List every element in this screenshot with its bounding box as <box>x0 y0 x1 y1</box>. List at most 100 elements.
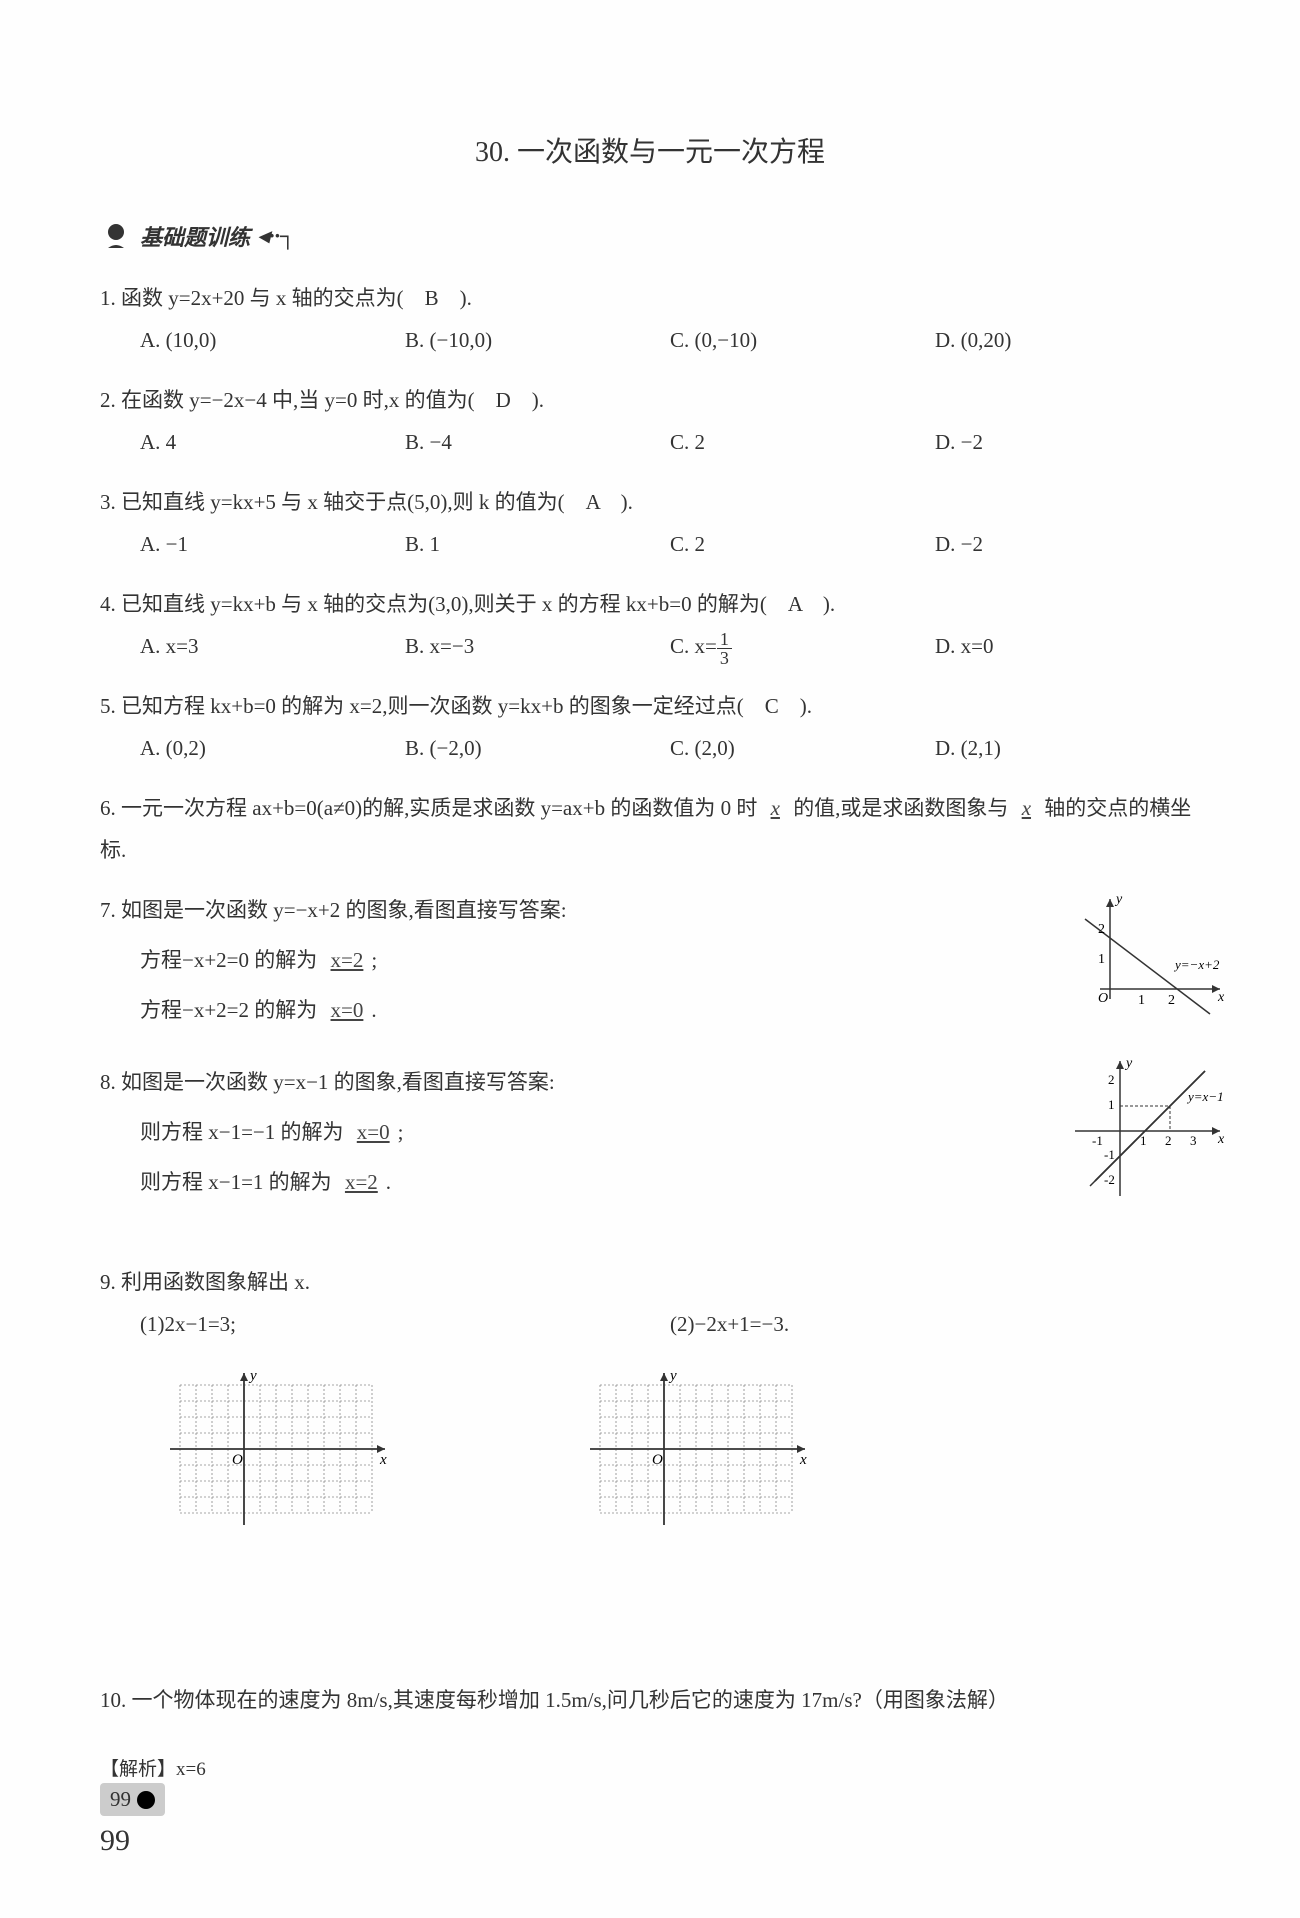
question-text: 5. 已知方程 kx+b=0 的解为 x=2,则一次函数 y=kx+b 的图象一… <box>100 685 1200 727</box>
question-text: 1. 函数 y=2x+20 与 x 轴的交点为( B ). <box>100 277 1200 319</box>
question-10: 10. 一个物体现在的速度为 8m/s,其速度每秒增加 1.5m/s,问几秒后它… <box>100 1679 1200 1789</box>
sub-answer: x=2 <box>323 948 372 972</box>
analysis: 【解析】x=6 <box>100 1751 1200 1789</box>
question-2: 2. 在函数 y=−2x−4 中,当 y=0 时,x 的值为( D ). A. … <box>100 379 1200 463</box>
svg-text:1: 1 <box>1098 952 1105 967</box>
sub-answer: x=2 <box>337 1170 386 1194</box>
analysis-label: 【解析】 <box>100 1759 176 1780</box>
options-row: A. x=3 B. x=−3 C. x=13 D. x=0 <box>100 625 1200 667</box>
q6-part1: 6. 一元一次方程 ax+b=0(a≠0)的解,实质是求函数 y=ax+b 的函… <box>100 796 757 820</box>
svg-text:2: 2 <box>1098 922 1105 937</box>
svg-text:2: 2 <box>1168 993 1175 1008</box>
section-header-text: 基础题训练 <box>140 220 250 252</box>
question-text: 3. 已知直线 y=kx+5 与 x 轴交于点(5,0),则 k 的值为( A … <box>100 481 1200 523</box>
options-row: A. 4 B. −4 C. 2 D. −2 <box>100 421 1200 463</box>
svg-text:2: 2 <box>1108 1072 1115 1087</box>
q7-sub1: 方程−x+2=0 的解为 x=2; <box>100 939 1200 981</box>
option-c: C. x=13 <box>670 625 935 667</box>
option-c: C. (2,0) <box>670 727 935 769</box>
option-c: C. 2 <box>670 523 935 565</box>
option-a: A. x=3 <box>140 625 405 667</box>
svg-text:-2: -2 <box>1104 1172 1115 1187</box>
page-title: 30. 一次函数与一元一次方程 <box>100 130 1200 170</box>
q7-graph: O 1 2 1 2 x y y=−x+2 <box>1080 889 1230 1033</box>
question-1: 1. 函数 y=2x+20 与 x 轴的交点为( B ). A. (10,0) … <box>100 277 1200 361</box>
svg-text:y=−x+2: y=−x+2 <box>1173 957 1220 972</box>
svg-text:y: y <box>1114 892 1123 907</box>
q9-grid1: O x y <box>160 1365 400 1559</box>
option-a: A. −1 <box>140 523 405 565</box>
svg-text:x: x <box>1217 990 1225 1005</box>
option-a: A. (0,2) <box>140 727 405 769</box>
q9-sub2-label: (2)−2x+1=−3. <box>670 1303 1200 1345</box>
section-header: 基础题训练 ◂··┐ <box>100 220 1200 252</box>
question-text: 4. 已知直线 y=kx+b 与 x 轴的交点为(3,0),则关于 x 的方程 … <box>100 583 1200 625</box>
sub-answer: x=0 <box>323 998 372 1022</box>
svg-text:3: 3 <box>1190 1133 1197 1148</box>
option-b: B. (−2,0) <box>405 727 670 769</box>
q8-graph: -1 1 2 3 1 2 -1 -2 x y y=x−1 <box>1070 1051 1230 1215</box>
sub-answer: x=0 <box>349 1120 398 1144</box>
option-a: A. 4 <box>140 421 405 463</box>
option-c: C. 2 <box>670 421 935 463</box>
page-number: 99 99 <box>100 1783 165 1858</box>
option-d: D. −2 <box>935 523 1200 565</box>
question-text: 2. 在函数 y=−2x−4 中,当 y=0 时,x 的值为( D ). <box>100 379 1200 421</box>
q9-sub1-label: (1)2x−1=3; <box>140 1303 670 1345</box>
svg-text:x: x <box>799 1452 807 1468</box>
option-b: B. (−10,0) <box>405 319 670 361</box>
svg-text:x: x <box>1217 1132 1225 1147</box>
svg-text:-1: -1 <box>1104 1147 1115 1162</box>
q6-blank2: x <box>1014 796 1039 820</box>
cartoon-head-icon <box>100 220 132 252</box>
svg-text:1: 1 <box>1108 1097 1115 1112</box>
denominator: 3 <box>717 649 732 667</box>
option-c-prefix: C. x= <box>670 634 717 658</box>
options-row: A. (10,0) B. (−10,0) C. (0,−10) D. (0,20… <box>100 319 1200 361</box>
sub-prefix: 则方程 x−1=−1 的解为 <box>140 1120 344 1144</box>
svg-text:O: O <box>232 1452 243 1468</box>
svg-text:O: O <box>652 1452 663 1468</box>
question-6: 6. 一元一次方程 ax+b=0(a≠0)的解,实质是求函数 y=ax+b 的函… <box>100 787 1200 871</box>
svg-text:O: O <box>1098 991 1108 1006</box>
q6-part2: 的值,或是求函数图象与 <box>793 796 1008 820</box>
page-badge: 99 <box>100 1783 165 1816</box>
options-row: A. −1 B. 1 C. 2 D. −2 <box>100 523 1200 565</box>
question-7: 7. 如图是一次函数 y=−x+2 的图象,看图直接写答案: 方程−x+2=0 … <box>100 889 1200 1031</box>
question-5: 5. 已知方程 kx+b=0 的解为 x=2,则一次函数 y=kx+b 的图象一… <box>100 685 1200 769</box>
svg-text:y=x−1: y=x−1 <box>1186 1089 1224 1104</box>
question-8: 8. 如图是一次函数 y=x−1 的图象,看图直接写答案: 则方程 x−1=−1… <box>100 1061 1200 1221</box>
q7-sub2: 方程−x+2=2 的解为 x=0. <box>100 989 1200 1031</box>
svg-text:-1: -1 <box>1092 1133 1103 1148</box>
option-b: B. −4 <box>405 421 670 463</box>
option-a: A. (10,0) <box>140 319 405 361</box>
page-handwritten: 99 <box>100 1824 165 1858</box>
svg-text:1: 1 <box>1138 993 1145 1008</box>
option-b: B. 1 <box>405 523 670 565</box>
q9-grid2: O x y <box>580 1365 820 1559</box>
question-text: 10. 一个物体现在的速度为 8m/s,其速度每秒增加 1.5m/s,问几秒后它… <box>100 1679 1200 1721</box>
svg-text:y: y <box>1124 1056 1133 1071</box>
option-d: D. x=0 <box>935 625 1200 667</box>
q8-sub2: 则方程 x−1=1 的解为 x=2. <box>100 1161 1200 1203</box>
question-9: 9. 利用函数图象解出 x. (1)2x−1=3; (2)−2x+1=−3. O… <box>100 1261 1200 1559</box>
option-c: C. (0,−10) <box>670 319 935 361</box>
question-text: 7. 如图是一次函数 y=−x+2 的图象,看图直接写答案: <box>100 889 1200 931</box>
sub-prefix: 方程−x+2=0 的解为 <box>140 948 317 972</box>
svg-text:y: y <box>248 1368 257 1384</box>
svg-text:2: 2 <box>1165 1133 1172 1148</box>
svg-text:1: 1 <box>1140 1133 1147 1148</box>
svg-text:x: x <box>379 1452 387 1468</box>
options-row: A. (0,2) B. (−2,0) C. (2,0) D. (2,1) <box>100 727 1200 769</box>
analysis-text: x=6 <box>176 1759 206 1780</box>
question-text: 9. 利用函数图象解出 x. <box>100 1261 1200 1303</box>
question-4: 4. 已知直线 y=kx+b 与 x 轴的交点为(3,0),则关于 x 的方程 … <box>100 583 1200 667</box>
q9-graphs: O x y O x y <box>100 1365 1200 1559</box>
sub-prefix: 方程−x+2=2 的解为 <box>140 998 317 1022</box>
option-d: D. (0,20) <box>935 319 1200 361</box>
sub-prefix: 则方程 x−1=1 的解为 <box>140 1170 332 1194</box>
q8-sub1: 则方程 x−1=−1 的解为 x=0; <box>100 1111 1200 1153</box>
fraction: 13 <box>717 630 732 667</box>
page-badge-num: 99 <box>110 1787 131 1812</box>
circle-icon <box>137 1791 155 1809</box>
